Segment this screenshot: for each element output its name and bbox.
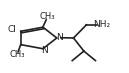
Text: N: N <box>56 33 62 42</box>
Text: CH₃: CH₃ <box>39 12 55 21</box>
Text: N: N <box>41 46 48 55</box>
Text: CH₃: CH₃ <box>10 50 25 59</box>
Text: Cl: Cl <box>8 25 17 34</box>
Text: NH₂: NH₂ <box>94 20 111 29</box>
